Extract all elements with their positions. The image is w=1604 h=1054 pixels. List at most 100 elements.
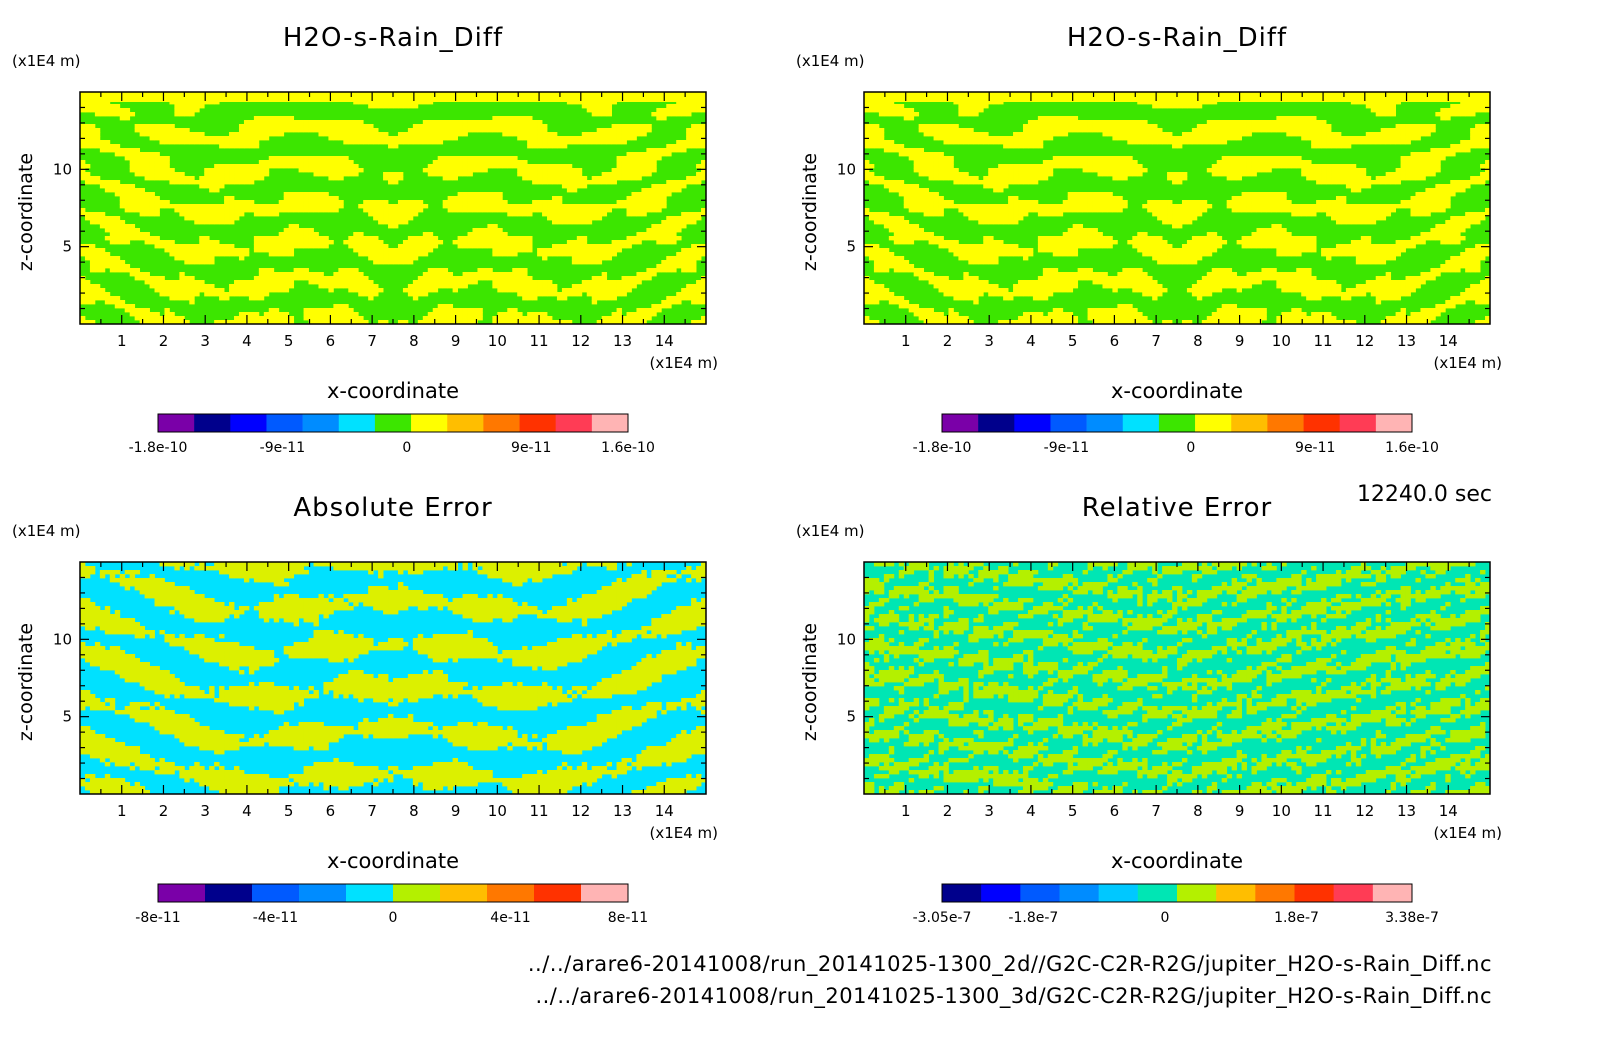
x-tick-label: 11 xyxy=(1314,802,1333,820)
source-file-3d: ../../arare6-20141008/run_20141025-1300_… xyxy=(535,984,1492,1008)
y-tick-label: 10 xyxy=(53,630,72,648)
colorbar-swatch xyxy=(978,414,1015,432)
x-tick-label: 3 xyxy=(200,332,210,350)
colorbar-tick-label: -1.8e-7 xyxy=(1008,910,1058,926)
y-tick-label: 10 xyxy=(837,160,856,178)
x-tick-label: 5 xyxy=(284,802,294,820)
x-tick-label: 5 xyxy=(1068,802,1078,820)
colorbar-swatch xyxy=(1098,884,1139,902)
x-tick-label: 5 xyxy=(284,332,294,350)
colorbar-tick-label: 0 xyxy=(1186,440,1195,456)
x-tick-label: 8 xyxy=(409,332,419,350)
x-tick-label: 7 xyxy=(367,802,377,820)
y-unit-label: (x1E4 m) xyxy=(796,522,865,540)
x-tick-label: 2 xyxy=(159,802,169,820)
heatmap-field xyxy=(80,92,707,325)
x-tick-label: 4 xyxy=(1026,332,1036,350)
colorbar-tick-label: 1.6e-10 xyxy=(601,440,655,456)
colorbar-tick-label: 0 xyxy=(389,910,398,926)
x-tick-label: 11 xyxy=(530,802,549,820)
colorbar-tick-label: 1.8e-7 xyxy=(1274,910,1319,926)
heatmap-field xyxy=(80,562,707,795)
x-tick-label: 14 xyxy=(1439,802,1458,820)
x-tick-label: 7 xyxy=(1151,802,1161,820)
colorbar-swatch xyxy=(1216,884,1256,902)
x-tick-label: 1 xyxy=(117,802,127,820)
y-axis-label: z-coordinate xyxy=(799,623,821,741)
colorbar-swatch xyxy=(440,884,488,902)
colorbar-swatch xyxy=(411,414,448,432)
chart-panel-1: 1 2 3 4 5 6 7 8 9 10 11 12 13 14510H2O-s-Rain_Diff(x1… xyxy=(12,23,718,456)
y-tick-label: 10 xyxy=(837,630,856,648)
colorbar-swatch xyxy=(299,884,347,902)
x-tick-label: 8 xyxy=(1193,332,1203,350)
colorbar-swatch xyxy=(1255,884,1295,902)
chart-title: H2O-s-Rain_Diff xyxy=(1067,23,1287,53)
colorbar-swatch xyxy=(252,884,300,902)
colorbar: -1.8e-10 -9e-11 0 9e-11 1.6e-10 xyxy=(129,413,655,456)
colorbar-swatch xyxy=(1267,414,1304,432)
colorbar-swatch xyxy=(1059,884,1099,902)
x-tick-label: 14 xyxy=(655,332,674,350)
x-tick-label: 6 xyxy=(1110,802,1120,820)
x-tick-label: 4 xyxy=(1026,802,1036,820)
colorbar: -3.05e-7 -1.8e-7 0 1.8e-7 3.38e-7 xyxy=(913,883,1439,926)
y-axis-label: z-coordinate xyxy=(15,153,37,271)
y-tick-label: 5 xyxy=(846,238,856,256)
colorbar-swatch xyxy=(266,414,303,432)
x-axis-label: x-coordinate xyxy=(327,849,459,873)
x-tick-label: 12 xyxy=(1355,332,1374,350)
x-tick-label: 10 xyxy=(1272,802,1291,820)
x-tick-label: 1 xyxy=(901,802,911,820)
colorbar-swatch xyxy=(1195,414,1232,432)
colorbar-swatch xyxy=(1137,884,1178,902)
colorbar-swatch xyxy=(194,414,231,432)
x-unit-label: (x1E4 m) xyxy=(649,354,718,372)
colorbar-swatch xyxy=(1339,414,1377,432)
colorbar-tick-label: 9e-11 xyxy=(511,440,551,456)
colorbar-swatch xyxy=(1333,884,1374,902)
colorbar-swatch xyxy=(981,884,1021,902)
heatmap-field xyxy=(864,92,1491,325)
x-tick-label: 4 xyxy=(242,802,252,820)
colorbar-swatch xyxy=(346,884,394,902)
colorbar-swatch xyxy=(1177,884,1217,902)
x-tick-label: 3 xyxy=(984,332,994,350)
x-tick-label: 1 xyxy=(901,332,911,350)
colorbar-tick-label: 3.38e-7 xyxy=(1385,910,1439,926)
x-tick-label: 3 xyxy=(200,802,210,820)
x-tick-label: 7 xyxy=(367,332,377,350)
colorbar-tick-label: 8e-11 xyxy=(608,910,648,926)
colorbar-swatch xyxy=(1014,414,1051,432)
colorbar-swatch xyxy=(519,414,556,432)
colorbar-tick-label: 0 xyxy=(402,440,411,456)
colorbar-swatch xyxy=(205,884,253,902)
colorbar-tick-label: -1.8e-10 xyxy=(913,440,972,456)
x-tick-label: 14 xyxy=(655,802,674,820)
x-tick-label: 2 xyxy=(159,332,169,350)
y-axis-label: z-coordinate xyxy=(15,623,37,741)
x-tick-label: 13 xyxy=(1397,332,1416,350)
x-tick-label: 2 xyxy=(943,332,953,350)
x-tick-label: 6 xyxy=(326,802,336,820)
colorbar-swatch xyxy=(1020,884,1060,902)
colorbar-swatch xyxy=(158,414,195,432)
colorbar-swatch xyxy=(338,414,376,432)
colorbar-swatch xyxy=(942,414,979,432)
colorbar-swatch xyxy=(1122,414,1160,432)
chart-title: Relative Error xyxy=(1082,493,1273,523)
colorbar-swatch xyxy=(1086,414,1124,432)
x-tick-label: 6 xyxy=(1110,332,1120,350)
y-tick-label: 5 xyxy=(846,708,856,726)
x-tick-label: 8 xyxy=(1193,802,1203,820)
colorbar-swatch xyxy=(1231,414,1268,432)
x-tick-label: 11 xyxy=(1314,332,1333,350)
colorbar-swatch xyxy=(1294,884,1334,902)
chart-title: Absolute Error xyxy=(293,493,492,523)
colorbar-swatch xyxy=(374,414,412,432)
x-axis-label: x-coordinate xyxy=(1111,379,1243,403)
x-tick-label: 10 xyxy=(1272,332,1291,350)
time-label: 12240.0 sec xyxy=(1356,482,1492,507)
chart-title: H2O-s-Rain_Diff xyxy=(283,23,503,53)
